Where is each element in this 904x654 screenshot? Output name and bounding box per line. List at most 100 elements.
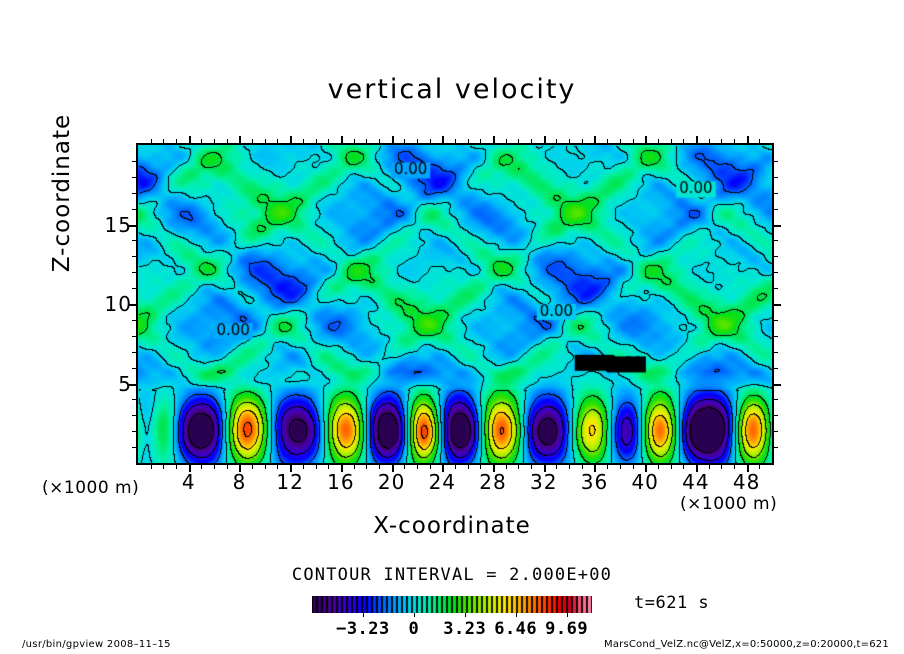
x-axis-minor-tick bbox=[378, 465, 380, 469]
x-axis-tick-label: 8 bbox=[232, 470, 247, 494]
x-axis-minor-tick bbox=[632, 465, 634, 469]
x-axis-tick-label: 16 bbox=[327, 470, 355, 494]
colorbar-tick-label: 6.46 bbox=[494, 619, 538, 639]
plot-area bbox=[129, 136, 781, 472]
colorbar-tick bbox=[515, 613, 517, 617]
x-axis-minor-tick bbox=[657, 465, 659, 469]
y-axis-minor-tick bbox=[774, 399, 778, 401]
x-axis-tick bbox=[290, 136, 293, 143]
x-axis-minor-tick bbox=[201, 139, 203, 143]
x-axis-minor-tick bbox=[416, 139, 418, 143]
x-axis-minor-tick bbox=[429, 465, 431, 469]
x-axis-tick-label: 40 bbox=[631, 470, 659, 494]
x-axis-tick bbox=[645, 136, 648, 143]
y-axis-tick-label: 15 bbox=[104, 212, 132, 237]
x-axis-minor-tick bbox=[252, 139, 254, 143]
x-axis-minor-tick bbox=[733, 465, 735, 469]
y-axis-minor-tick bbox=[774, 288, 778, 290]
x-axis-tick bbox=[391, 136, 394, 143]
x-axis-tick bbox=[493, 136, 496, 143]
x-axis-minor-tick bbox=[480, 139, 482, 143]
x-axis-minor-tick bbox=[214, 139, 216, 143]
y-axis-minor-tick bbox=[132, 272, 136, 274]
y-axis-minor-tick bbox=[132, 160, 136, 162]
x-axis-tick bbox=[543, 465, 546, 472]
y-axis-minor-tick bbox=[132, 256, 136, 258]
x-axis-minor-tick bbox=[607, 139, 609, 143]
x-axis-minor-tick bbox=[467, 139, 469, 143]
colorbar-tick bbox=[566, 613, 568, 617]
x-axis-minor-tick bbox=[569, 465, 571, 469]
y-axis-minor-tick bbox=[774, 256, 778, 258]
y-axis-tick bbox=[774, 304, 781, 306]
x-axis-minor-tick bbox=[163, 465, 165, 469]
x-axis-minor-tick bbox=[214, 465, 216, 469]
y-axis-minor-tick bbox=[774, 335, 778, 337]
y-axis-minor-tick bbox=[132, 335, 136, 337]
x-axis-tick-label: 36 bbox=[580, 470, 609, 494]
x-axis-tick-label: 20 bbox=[377, 470, 406, 494]
x-axis-minor-tick bbox=[366, 465, 368, 469]
x-axis-minor-tick bbox=[632, 139, 634, 143]
x-axis-minor-tick bbox=[226, 139, 228, 143]
y-axis-minor-tick bbox=[774, 272, 778, 274]
x-axis-tick bbox=[188, 465, 191, 472]
x-axis-tick bbox=[340, 136, 343, 143]
x-axis-tick bbox=[695, 465, 698, 472]
y-axis-tick bbox=[129, 304, 136, 306]
x-axis-minor-tick bbox=[721, 465, 723, 469]
x-axis-minor-tick bbox=[416, 465, 418, 469]
x-axis-tick-label: 28 bbox=[479, 470, 507, 494]
x-axis-minor-tick bbox=[581, 139, 583, 143]
x-axis-tick bbox=[188, 136, 191, 143]
x-axis-minor-tick bbox=[708, 139, 710, 143]
x-axis-unit-left: (×1000 m) bbox=[42, 478, 140, 498]
x-axis-title: X-coordinate bbox=[373, 513, 531, 539]
y-axis-tick bbox=[774, 383, 781, 386]
x-axis-minor-tick bbox=[264, 465, 266, 469]
colorbar-tick-label: 3.23 bbox=[443, 619, 487, 639]
y-axis-minor-tick bbox=[132, 431, 136, 433]
y-axis-minor-tick bbox=[774, 176, 778, 178]
x-axis-minor-tick bbox=[315, 465, 317, 469]
colorbar-tick bbox=[464, 613, 466, 617]
y-axis-minor-tick bbox=[774, 208, 778, 210]
x-axis-minor-tick bbox=[531, 465, 533, 469]
contour-field-canvas bbox=[138, 145, 772, 463]
y-axis-minor-tick bbox=[132, 176, 136, 178]
y-axis-minor-tick bbox=[132, 367, 136, 369]
x-axis-minor-tick bbox=[150, 465, 152, 469]
x-axis-minor-tick bbox=[619, 139, 621, 143]
y-axis-minor-tick bbox=[132, 288, 136, 290]
x-axis-tick-label: 48 bbox=[732, 470, 761, 494]
x-axis-minor-tick bbox=[277, 139, 279, 143]
y-axis-tick-label: 10 bbox=[104, 292, 132, 316]
x-axis-tick bbox=[442, 465, 445, 472]
contour-interval-label: CONTOUR INTERVAL = 2.000E+00 bbox=[291, 565, 613, 585]
x-axis-minor-tick bbox=[353, 465, 355, 469]
x-axis-minor-tick bbox=[480, 465, 482, 469]
x-axis-tick bbox=[594, 136, 597, 143]
x-axis-minor-tick bbox=[531, 139, 533, 143]
x-axis-tick bbox=[442, 136, 445, 143]
x-axis-minor-tick bbox=[201, 465, 203, 469]
page-title: vertical velocity bbox=[327, 74, 577, 105]
x-axis-tick-label: 44 bbox=[682, 470, 710, 494]
x-axis-minor-tick bbox=[505, 139, 507, 143]
x-axis-minor-tick bbox=[708, 465, 710, 469]
x-axis-minor-tick bbox=[264, 139, 266, 143]
x-axis-minor-tick bbox=[733, 139, 735, 143]
x-axis-tick-label: 12 bbox=[276, 470, 304, 494]
x-axis-minor-tick bbox=[683, 139, 685, 143]
x-axis-minor-tick bbox=[518, 139, 520, 143]
y-axis-minor-tick bbox=[132, 319, 136, 321]
x-axis-minor-tick bbox=[683, 465, 685, 469]
x-axis-minor-tick bbox=[759, 465, 761, 469]
y-axis-minor-tick bbox=[132, 351, 136, 353]
x-axis-minor-tick bbox=[759, 139, 761, 143]
x-axis-minor-tick bbox=[404, 139, 406, 143]
x-axis-minor-tick bbox=[505, 465, 507, 469]
x-axis-minor-tick bbox=[455, 465, 456, 469]
x-axis-minor-tick bbox=[455, 139, 456, 143]
x-axis-tick bbox=[290, 465, 293, 472]
